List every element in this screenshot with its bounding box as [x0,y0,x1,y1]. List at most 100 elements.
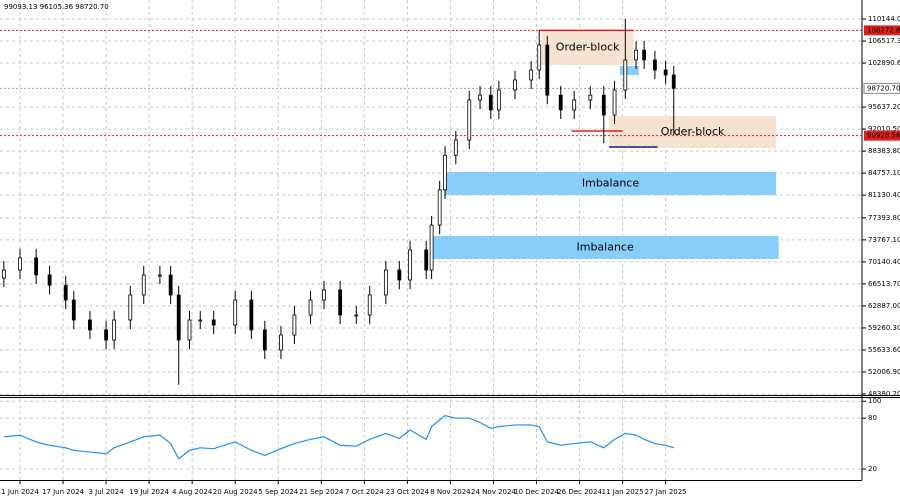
x-tick-label: 27 Jan 2025 [645,488,687,496]
candle-body [168,274,173,296]
x-tick-label: 1 Jun 2024 [1,488,39,496]
candle-body [176,294,181,341]
x-tick-label: 5 Sep 2024 [258,488,298,496]
x-tick-label: 8 Nov 2024 [430,488,471,496]
candle-body [211,319,216,326]
candle-body [354,314,359,317]
candle-body [367,294,372,316]
x-tick-label: 10 Dec 2024 [514,488,559,496]
x-tick-label: 4 Aug 2024 [172,488,213,496]
y-tick-label: 106517.30 [868,37,900,45]
candle-body [437,189,442,226]
candle-body [601,94,606,116]
zone-label: Order-block [661,125,725,138]
candle-body [112,319,117,341]
zone [609,115,776,148]
y-tick-label: 102890.60 [868,59,900,67]
candle-body [338,289,343,316]
header: 99093.13 96105.36 98720.70 [4,3,109,11]
level-tag [864,130,900,141]
candle-body [443,154,447,191]
y-tick-label: 62887.00 [868,302,900,310]
candle-body [63,284,68,301]
candle-body [529,69,534,81]
zone [431,235,779,259]
candle-body [545,44,550,96]
candle-body [249,299,254,331]
candle-body [71,299,76,321]
candle-body [634,49,638,61]
candle-body [537,44,542,71]
zone [445,171,776,195]
candle-body [383,269,388,296]
grid [0,0,862,480]
box [619,66,639,76]
zone-label: Imbalance [576,240,633,253]
candle-body [513,79,517,91]
level-tag [864,25,900,36]
candle-body [141,274,146,296]
candle-body [18,257,22,271]
candle-body [279,334,283,351]
zone [541,29,634,66]
candle-body [488,94,493,111]
candle-body [408,249,412,281]
y-tick-label: 52006.90 [868,368,900,376]
x-tick-label: 17 Jun 2024 [42,488,85,496]
y-tick-label: 100 [868,397,881,405]
x-tick-label: 24 Nov 2024 [471,488,516,496]
candle-body [128,294,133,321]
candle-body [453,139,458,156]
candle-body [558,94,563,111]
y-tick-label: 88383.80 [868,147,900,155]
level-tag [863,82,900,94]
candle-body [653,59,657,71]
candle-body [157,274,162,277]
y-tick-label: 66513.70 [868,280,900,288]
candle-body [308,299,313,316]
x-tick-label: 20 Aug 2024 [213,488,258,496]
y-tick-label: 95637.20 [868,103,900,111]
level-label: 90928.58 [867,132,900,140]
candle-body [588,94,593,101]
zone-label: Imbalance [582,176,639,189]
y-tick-label: 80 [868,414,877,422]
candle-body [478,94,482,101]
level-label: 108272.88 [867,26,900,34]
candle-body [642,49,647,61]
y-tick-label: 48380.20 [868,390,900,398]
y-tick-label: 77393.80 [868,214,900,222]
candle-body [34,257,39,276]
candle-body [424,249,429,271]
candle-body [292,314,297,336]
candle-body [104,329,108,341]
candle-body [88,319,92,331]
y-tick-label: 92010.50 [868,125,900,133]
candle-body [1,269,6,279]
zone-label: Order-block [556,41,620,54]
y-tick-label: 110144.00 [868,15,900,23]
marks: Order-block Order-block Imbalance Imbalance [0,18,862,460]
candle-body [467,99,472,141]
candle-body [322,289,326,301]
candle-body [198,319,203,322]
x-tick-label: 26 Dec 2024 [557,488,602,496]
x-tick-label: 7 Oct 2024 [345,488,384,496]
y-tick-label: 59260.30 [868,324,900,332]
level-label: 98720.70 [867,84,900,92]
candle-body [233,299,238,326]
y-tick-label: 20 [868,465,877,473]
candle-body [187,319,192,341]
y-tick-label: 73767.10 [868,236,900,244]
candle-body [397,269,402,281]
x-tick-label: 11 Jan 2025 [602,488,644,496]
y-tick-label: 55633.60 [868,346,900,354]
candle-body [623,59,628,91]
candle-body [663,69,668,76]
x-tick-label: 19 Jul 2024 [129,488,169,496]
candle-body [47,274,52,286]
candle-body [612,89,617,116]
candle-body [262,329,267,351]
candle-body [671,74,676,89]
